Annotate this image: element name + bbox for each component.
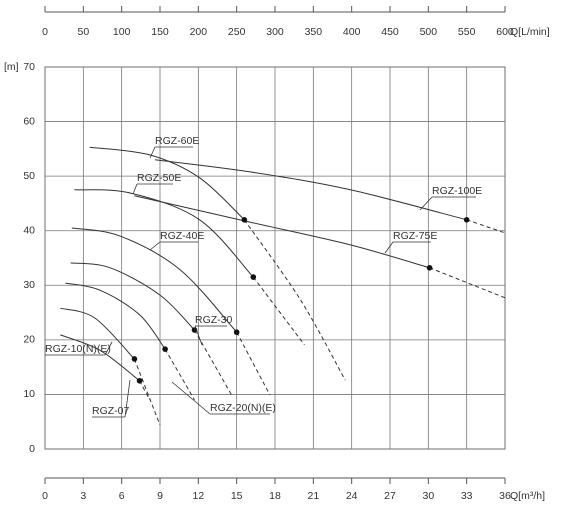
curve: [74, 189, 254, 278]
curve-label: RGZ-60E: [155, 135, 199, 147]
x-tick-label: 9: [157, 490, 163, 502]
curve-dashed: [164, 348, 195, 401]
y-tick-label: 10: [23, 388, 35, 400]
y-tick-label: 50: [23, 170, 35, 182]
label-leader: [132, 183, 138, 195]
curve-dashed: [243, 219, 346, 381]
x2-tick-label: 300: [266, 26, 284, 38]
y-tick-label: 60: [23, 115, 35, 127]
label-leader: [384, 241, 394, 254]
label-leader: [171, 381, 211, 415]
x2-tick-label: 100: [113, 26, 131, 38]
label-leader: [149, 241, 161, 251]
x2-tick-label: 400: [343, 26, 361, 38]
operating-point: [241, 217, 248, 223]
x2-tick-label: 50: [77, 26, 89, 38]
operating-point: [136, 377, 143, 384]
x-tick-label: 27: [384, 490, 396, 502]
curve-dashed: [252, 276, 305, 346]
curve: [60, 307, 135, 360]
x2-tick-label: 600: [496, 26, 514, 38]
curve-label: RGZ-20(N)(E): [210, 402, 276, 414]
x2-tick-label: 200: [190, 26, 208, 38]
curve-dashed: [133, 358, 161, 426]
label-leader: [124, 379, 131, 418]
label-leader: [149, 146, 156, 159]
x-tick-label: 21: [307, 490, 319, 502]
x-tick-label: 12: [192, 490, 204, 502]
curve-label: RGZ-100E: [432, 185, 482, 197]
curve: [134, 195, 430, 269]
y-axis-label: [m]: [4, 61, 19, 73]
curve-dashed: [139, 380, 151, 401]
curve: [71, 227, 238, 333]
y-tick-label: 20: [23, 334, 35, 346]
curve: [60, 334, 140, 382]
curve: [89, 146, 245, 221]
x-tick-label: 36: [499, 490, 511, 502]
curve-label: RGZ-10(N)(E): [45, 343, 111, 355]
x2-tick-label: 250: [228, 26, 246, 38]
label-leader: [419, 196, 433, 211]
curve-dashed: [236, 331, 271, 396]
y-tick-label: 30: [23, 279, 35, 291]
operating-point: [426, 265, 433, 271]
curve-label: RGZ-07: [92, 405, 130, 417]
curve: [65, 282, 166, 350]
operating-point: [162, 346, 168, 352]
curve: [70, 262, 195, 331]
operating-point: [233, 329, 240, 336]
curve-label: RGZ-50E: [137, 172, 181, 184]
x2-tick-label: 550: [458, 26, 476, 38]
curve-dashed: [194, 329, 233, 396]
label-leader: [104, 341, 113, 356]
x-tick-label: 30: [422, 490, 434, 502]
x-tick-label: 33: [461, 490, 473, 502]
x2-tick-label: 350: [305, 26, 323, 38]
operating-point: [463, 217, 470, 223]
x2-tick-label: 150: [151, 26, 169, 38]
x-tick-label: 24: [346, 490, 358, 502]
x2-tick-label: 450: [381, 26, 399, 38]
curve-label: RGZ-30: [195, 314, 233, 326]
y-tick-label: 0: [29, 443, 35, 455]
curve: [154, 159, 467, 221]
curve-dashed: [429, 267, 506, 299]
x2-tick-label: 0: [42, 26, 48, 38]
x-tick-label: 3: [80, 490, 86, 502]
y-tick-label: 40: [23, 224, 35, 236]
x-tick-label: 15: [231, 490, 243, 502]
x-tick-label: 18: [269, 490, 281, 502]
x2-axis-label: Q[L/min]: [510, 26, 550, 38]
operating-point: [131, 356, 138, 362]
label-leader: [194, 325, 203, 346]
x2-tick-label: 500: [420, 26, 438, 38]
y-tick-label: 70: [23, 61, 35, 73]
curve-label: RGZ-40E: [160, 230, 204, 242]
x-axis-label: Q[m³/h]: [510, 490, 545, 502]
x-tick-label: 0: [42, 490, 48, 502]
curve-label: RGZ-75E: [393, 230, 437, 242]
operating-point: [250, 274, 257, 280]
x-tick-label: 6: [119, 490, 125, 502]
